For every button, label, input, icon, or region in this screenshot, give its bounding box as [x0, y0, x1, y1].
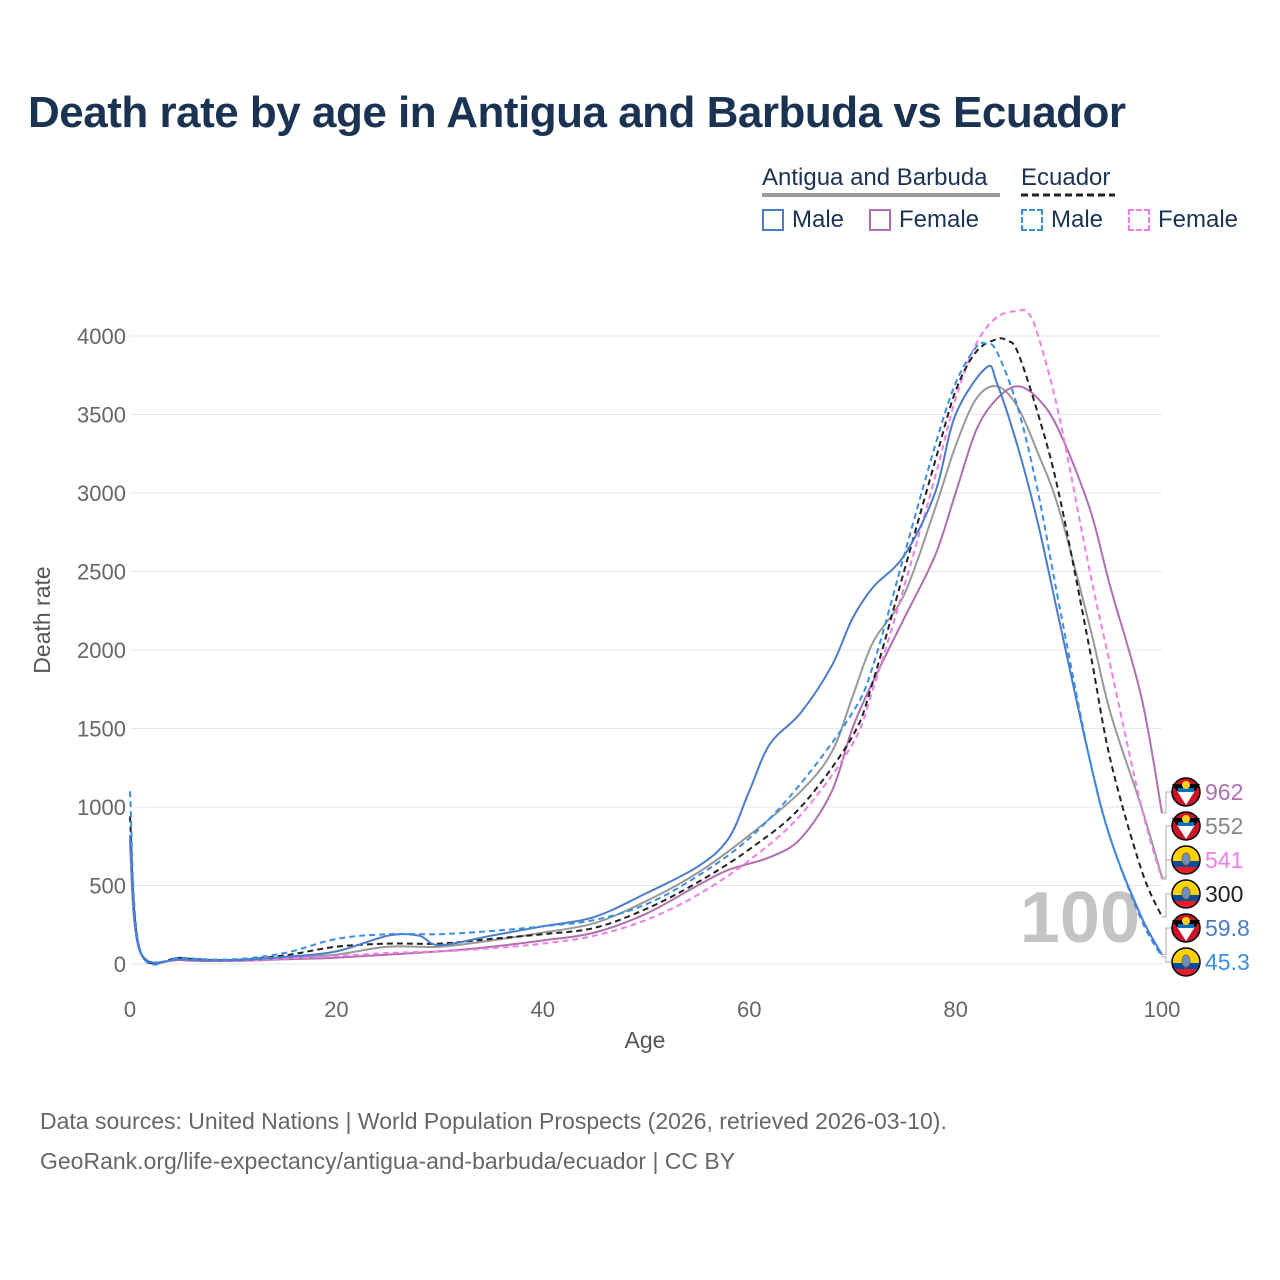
antigua-flag-icon: [1171, 913, 1201, 943]
end-value-label: 59.8: [1205, 915, 1250, 941]
end-label-connector: [1162, 825, 1172, 878]
gridlines: [130, 335, 1162, 965]
legend-label-ecuador-female: Female: [1158, 206, 1239, 233]
legend-item-antigua-female[interactable]: Female: [869, 206, 979, 234]
legend-swatch-ecuador-male: [1021, 209, 1043, 231]
footer-sources: Data sources: United Nations | World Pop…: [40, 1108, 947, 1134]
legend-label-ecuador-male: Male: [1051, 206, 1104, 233]
legend-item-ecuador-male[interactable]: Male: [1021, 206, 1103, 234]
end-label-connector: [1162, 956, 1172, 963]
footer-link[interactable]: GeoRank.org/life-expectancy/antigua-and-…: [40, 1148, 736, 1174]
antigua-flag-icon: [1171, 811, 1201, 841]
legend-group-antigua: Antigua and Barbuda: [762, 164, 988, 191]
x-tick-label: 0: [124, 997, 136, 1022]
x-axis-label: Age: [625, 1027, 666, 1053]
ecuador-flag-icon: [1171, 845, 1201, 875]
end-labels: 962 552 541 300 59.8 45.3: [1162, 777, 1250, 977]
ecuador-flag-icon: [1171, 947, 1201, 977]
end-label-connector: [1162, 893, 1172, 918]
legend-item-ecuador-female[interactable]: Female: [1128, 206, 1238, 234]
end-value-label: 541: [1205, 847, 1243, 873]
series-line-antigua-and-barbuda-both-[interactable]: [129, 384, 1163, 964]
y-tick-label: 3500: [77, 403, 126, 428]
year-watermark: 100: [1020, 878, 1140, 958]
legend-swatch-antigua-female: [869, 209, 891, 231]
y-tick-label: 4000: [77, 324, 126, 349]
y-tick-label: 2500: [77, 560, 126, 585]
legend-group-ecuador: Ecuador: [1021, 164, 1111, 191]
y-tick-label: 1500: [77, 717, 126, 742]
ecuador-flag-icon: [1171, 879, 1201, 909]
legend-item-antigua-male[interactable]: Male: [762, 206, 844, 234]
end-label-connector: [1162, 927, 1172, 956]
legend-swatch-antigua-male: [762, 209, 784, 231]
x-tick-label: 20: [324, 997, 348, 1022]
x-tick-label: 100: [1144, 997, 1181, 1022]
antigua-flag-icon: [1171, 777, 1201, 807]
x-tick-label: 80: [943, 997, 967, 1022]
series-line-ecuador-female[interactable]: [129, 308, 1163, 965]
y-axis-label: Death rate: [29, 566, 55, 673]
legend-swatch-ecuador-female: [1128, 209, 1150, 231]
legend-label-antigua-female: Female: [899, 206, 980, 233]
x-axis-ticks: 0 20 40 60 80 100: [124, 997, 1180, 1022]
end-label-connector: [1162, 791, 1172, 814]
series-lines: [129, 308, 1163, 966]
chart-title: Death rate by age in Antigua and Barbuda…: [28, 88, 1126, 137]
legend-group-antigua-line: [762, 193, 1000, 197]
y-axis-ticks: 0 500 1000 1500 2000 2500 3000 3500 4000: [77, 324, 126, 977]
y-tick-label: 3000: [77, 481, 126, 506]
x-tick-label: 40: [531, 997, 555, 1022]
end-value-label: 552: [1205, 813, 1243, 839]
series-line-antigua-and-barbuda-female[interactable]: [129, 385, 1163, 964]
series-line-ecuador-both-[interactable]: [129, 337, 1163, 965]
series-line-ecuador-male[interactable]: [129, 341, 1163, 966]
y-tick-label: 2000: [77, 638, 126, 663]
y-tick-label: 500: [89, 874, 126, 899]
y-tick-label: 0: [114, 952, 126, 977]
legend-label-antigua-male: Male: [792, 206, 845, 233]
end-value-label: 962: [1205, 779, 1243, 805]
end-value-label: 300: [1205, 881, 1243, 907]
series-line-antigua-and-barbuda-male[interactable]: [129, 364, 1163, 964]
end-label-connector: [1162, 859, 1172, 880]
end-value-label: 45.3: [1205, 949, 1250, 975]
y-tick-label: 1000: [77, 795, 126, 820]
x-tick-label: 60: [737, 997, 761, 1022]
legend-group-ecuador-line: [1021, 193, 1115, 197]
